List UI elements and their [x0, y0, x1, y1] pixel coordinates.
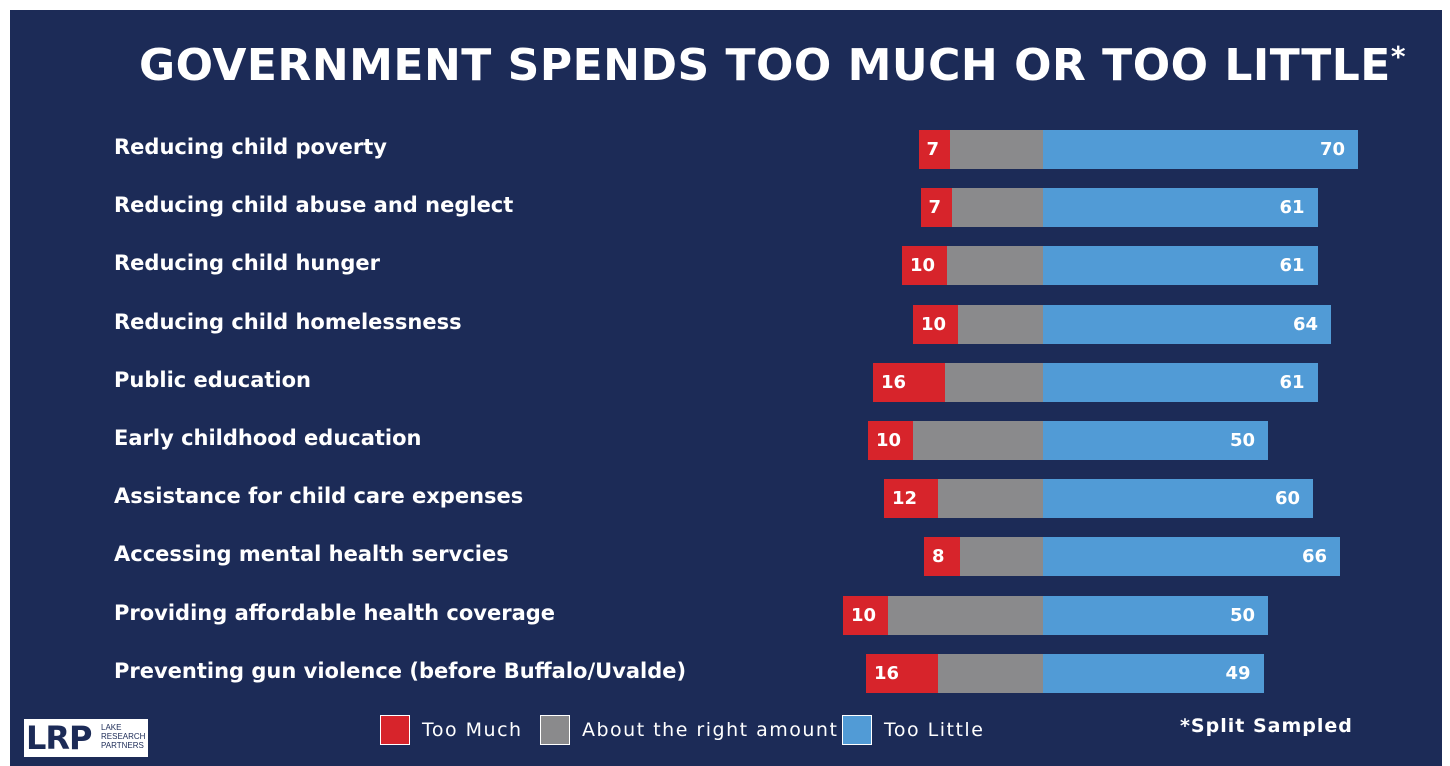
- bar-about-right-early-childhood-education: [913, 421, 1043, 460]
- bar-too-little-reducing-child-poverty: [1043, 130, 1358, 169]
- legend-label-too-little: Too Little: [884, 719, 985, 741]
- bar-too-much-assistance-for-child-care-expenses: [884, 479, 938, 519]
- row-label-reducing-child-homelessness: Reducing child homelessness: [114, 309, 462, 334]
- value-label-too-little-preventing-gun-violence-before-buffalo-uvalde: 49: [1225, 662, 1251, 684]
- bar-about-right-public-education: [945, 362, 1043, 402]
- legend-label-too-much: Too Much: [422, 719, 523, 741]
- row-label-assistance-for-child-care-expenses: Assistance for child care expenses: [114, 484, 524, 509]
- value-label-too-little-public-education: 61: [1279, 371, 1305, 393]
- row-label-early-childhood-education: Early childhood education: [114, 426, 422, 450]
- row-label-reducing-child-poverty: Reducing child poverty: [114, 135, 387, 159]
- split-sampled-note: *Split Sampled: [1180, 715, 1353, 737]
- bar-about-right-reducing-child-homelessness: [958, 304, 1043, 344]
- bar-about-right-reducing-child-poverty: [950, 130, 1043, 169]
- value-label-too-much-providing-affordable-health-coverage: 10: [851, 604, 877, 626]
- value-label-too-much-reducing-child-homelessness: 10: [921, 313, 947, 335]
- bar-about-right-preventing-gun-violence-before-buffalo-uvalde: [938, 653, 1043, 693]
- logo-mark: LRP: [26, 719, 92, 757]
- value-label-too-little-reducing-child-homelessness: 64: [1293, 313, 1319, 335]
- bar-too-little-reducing-child-hunger: [1043, 246, 1318, 286]
- title-asterisk: *: [1390, 40, 1407, 73]
- bar-too-little-reducing-child-abuse-and-neglect: [1043, 188, 1318, 228]
- row-label-accessing-mental-health-servcies: Accessing mental health servcies: [114, 542, 509, 567]
- value-label-too-little-reducing-child-hunger: 61: [1279, 255, 1305, 277]
- value-label-too-little-providing-affordable-health-coverage: 50: [1230, 604, 1256, 626]
- value-label-too-much-reducing-child-abuse-and-neglect: 7: [928, 197, 942, 219]
- logo-subtext: LAKE RESEARCH PARTNERS: [101, 723, 146, 750]
- row-label-public-education: Public education: [114, 367, 311, 392]
- bar-too-little-assistance-for-child-care-expenses: [1043, 479, 1313, 519]
- row-label-providing-affordable-health-coverage: Providing affordable health coverage: [114, 600, 556, 625]
- bar-too-much-providing-affordable-health-coverage: [843, 595, 888, 635]
- bar-too-little-reducing-child-homelessness: [1043, 304, 1331, 344]
- value-label-too-much-preventing-gun-violence-before-buffalo-uvalde: 16: [874, 662, 900, 684]
- bar-too-much-early-childhood-education: [868, 421, 913, 460]
- value-label-too-much-reducing-child-hunger: 10: [910, 255, 936, 277]
- value-label-too-much-early-childhood-education: 10: [876, 430, 902, 451]
- bar-too-little-providing-affordable-health-coverage: [1043, 595, 1268, 635]
- value-label-too-little-assistance-for-child-care-expenses: 60: [1275, 488, 1301, 510]
- lrp-logo: LRP LAKE RESEARCH PARTNERS: [24, 719, 148, 757]
- value-label-too-much-accessing-mental-health-servcies: 8: [932, 546, 945, 568]
- bar-too-much-public-education: [873, 362, 945, 402]
- row-label-reducing-child-hunger: Reducing child hunger: [114, 251, 380, 276]
- bar-about-right-reducing-child-hunger: [947, 246, 1043, 286]
- bar-too-much-preventing-gun-violence-before-buffalo-uvalde: [866, 653, 938, 693]
- chart-title: GOVERNMENT SPENDS TOO MUCH OR TOO LITTLE…: [138, 40, 1407, 91]
- row-label-preventing-gun-violence-before-buffalo-uvalde: Preventing gun violence (before Buffalo/…: [114, 658, 687, 683]
- bar-too-much-reducing-child-homelessness: [913, 304, 958, 344]
- bar-about-right-reducing-child-abuse-and-neglect: [952, 188, 1043, 228]
- value-label-too-much-reducing-child-poverty: 7: [926, 139, 940, 160]
- bar-too-much-reducing-child-poverty: [918, 130, 950, 169]
- value-label-too-little-reducing-child-abuse-and-neglect: 61: [1279, 197, 1305, 219]
- bar-about-right-providing-affordable-health-coverage: [888, 595, 1043, 635]
- value-label-too-much-assistance-for-child-care-expenses: 12: [892, 488, 918, 510]
- bar-too-little-preventing-gun-violence-before-buffalo-uvalde: [1043, 653, 1264, 693]
- value-label-too-little-reducing-child-poverty: 70: [1320, 139, 1346, 160]
- legend-label-about-right: About the right amount: [582, 719, 839, 741]
- bar-about-right-accessing-mental-health-servcies: [960, 537, 1043, 577]
- value-label-too-much-public-education: 16: [881, 371, 907, 393]
- bar-too-little-early-childhood-education: [1043, 421, 1268, 460]
- legend-swatch-about-right: [540, 715, 570, 745]
- value-label-too-little-accessing-mental-health-servcies: 66: [1302, 546, 1328, 568]
- row-label-reducing-child-abuse-and-neglect: Reducing child abuse and neglect: [114, 193, 514, 218]
- value-label-too-little-early-childhood-education: 50: [1230, 430, 1256, 451]
- legend-swatch-too-little: [842, 715, 872, 745]
- bar-too-much-reducing-child-abuse-and-neglect: [920, 188, 952, 228]
- bar-too-little-public-education: [1043, 362, 1318, 402]
- bar-too-little-accessing-mental-health-servcies: [1043, 537, 1340, 577]
- bar-too-much-reducing-child-hunger: [902, 246, 947, 286]
- legend-swatch-too-much: [380, 715, 410, 745]
- bar-too-much-accessing-mental-health-servcies: [924, 537, 960, 577]
- bar-about-right-assistance-for-child-care-expenses: [938, 479, 1043, 519]
